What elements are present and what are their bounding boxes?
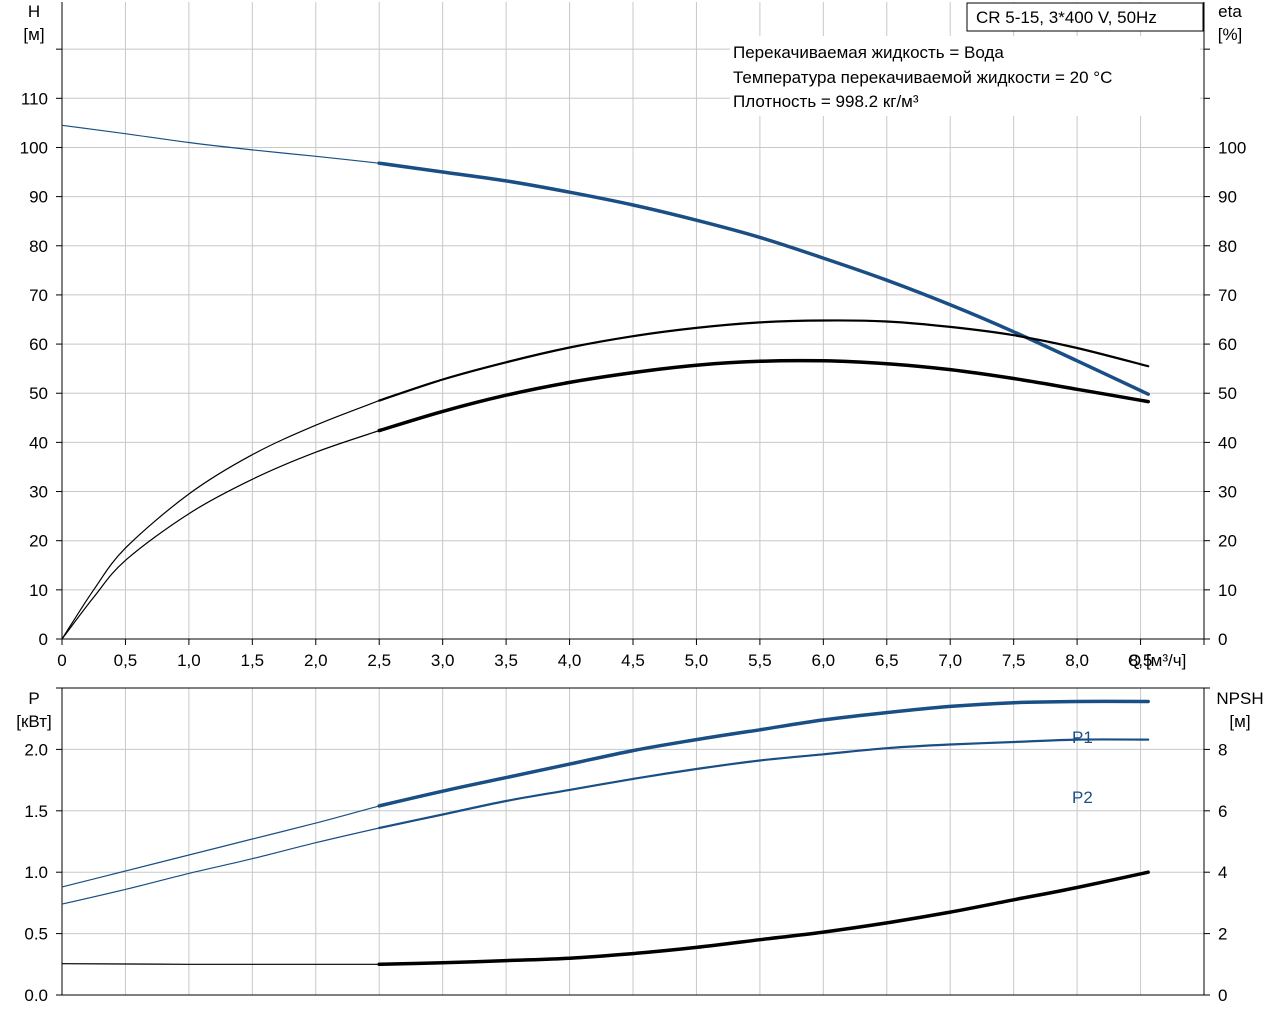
efficiency-curve-upper bbox=[378, 319, 1150, 402]
left-tick-label: 50 bbox=[29, 384, 48, 403]
bottom-chart-series bbox=[61, 699, 1150, 967]
top-right-axis-unit: [%] bbox=[1218, 25, 1243, 44]
top-right-tick-labels: 0 10 20 30 40 50 60 70 80 90 100 bbox=[1218, 138, 1246, 649]
bottom-left-axis-unit: [кВт] bbox=[16, 712, 51, 731]
series-label-p1: P1 bbox=[1072, 728, 1093, 747]
x-tick-label: 0,5 bbox=[114, 651, 138, 670]
x-tick-label: 0 bbox=[57, 651, 66, 670]
left-tick-label: 10 bbox=[29, 581, 48, 600]
x-tick-label: 8,0 bbox=[1065, 651, 1089, 670]
x-tick-label: 7,5 bbox=[1002, 651, 1026, 670]
x-tick-label: 6,0 bbox=[812, 651, 836, 670]
left-tick-label: 60 bbox=[29, 335, 48, 354]
right-tick-label: 70 bbox=[1218, 286, 1237, 305]
x-tick-label: 6,5 bbox=[875, 651, 899, 670]
temperature-label: Температура перекачиваемой жидкости = 20… bbox=[733, 68, 1112, 87]
bottom-left-tick-labels: 0.0 0.5 1.0 1.5 2.0 bbox=[24, 740, 48, 1005]
right-tick-label: 10 bbox=[1218, 581, 1237, 600]
bottom-right-tick-label: 6 bbox=[1218, 802, 1227, 821]
npsh-curve-extrapolated bbox=[61, 963, 380, 965]
x-tick-label: 4,5 bbox=[621, 651, 645, 670]
right-tick-label: 40 bbox=[1218, 433, 1237, 452]
npsh-curve bbox=[377, 870, 1150, 967]
right-tick-label: 80 bbox=[1218, 237, 1237, 256]
head-curve bbox=[377, 161, 1150, 396]
right-tick-label: 20 bbox=[1218, 532, 1237, 551]
efficiency-curve-lower-extrapolated bbox=[61, 430, 380, 640]
top-x-tick-labels: 0 0,5 1,0 1,5 2,0 2,5 3,0 3,5 4,0 4,5 5,0 5,5 6,0 6,5… bbox=[57, 651, 1152, 670]
left-tick-label: 0 bbox=[39, 630, 48, 649]
top-left-tick-labels: 0 10 20 30 40 50 60 70 80 90 100 110 bbox=[20, 89, 48, 649]
series-label-p2: P2 bbox=[1072, 788, 1093, 807]
bottom-right-axis-title: NPSH bbox=[1216, 689, 1263, 708]
x-tick-label: 1,0 bbox=[177, 651, 201, 670]
bottom-chart-axes bbox=[56, 687, 1210, 996]
power-p2-curve-extrapolated bbox=[61, 827, 380, 905]
x-tick-label: 2,5 bbox=[367, 651, 391, 670]
bottom-left-tick-label: 1.0 bbox=[24, 863, 48, 882]
x-tick-label: 7,0 bbox=[938, 651, 962, 670]
top-left-axis-title: H bbox=[28, 2, 40, 21]
fluid-label: Перекачиваемая жидкость = Вода bbox=[733, 43, 1004, 62]
model-box bbox=[966, 2, 1204, 32]
bottom-left-axis-title: P bbox=[28, 689, 39, 708]
top-chart-axes bbox=[56, 2, 1210, 645]
right-tick-label: 30 bbox=[1218, 483, 1237, 502]
x-tick-label: 4,0 bbox=[558, 651, 582, 670]
right-tick-label: 0 bbox=[1218, 630, 1227, 649]
x-tick-label: 8,5 bbox=[1129, 651, 1153, 670]
left-tick-label: 110 bbox=[21, 89, 48, 108]
bottom-left-tick-label: 1.5 bbox=[24, 802, 48, 821]
right-tick-label: 50 bbox=[1218, 384, 1237, 403]
top-chart-series bbox=[61, 124, 1150, 640]
left-tick-label: 30 bbox=[29, 483, 48, 502]
x-tick-label: 1,5 bbox=[241, 651, 265, 670]
power-p1-curve-extrapolated bbox=[61, 805, 380, 888]
x-tick-label: 3,5 bbox=[494, 651, 518, 670]
power-p2-curve bbox=[378, 738, 1150, 830]
efficiency-curve-lower bbox=[377, 358, 1150, 433]
bottom-right-tick-label: 8 bbox=[1218, 740, 1227, 759]
bottom-left-tick-label: 0.5 bbox=[24, 925, 48, 944]
bottom-right-tick-label: 4 bbox=[1218, 863, 1227, 882]
left-tick-label: 20 bbox=[29, 532, 48, 551]
left-tick-label: 80 bbox=[29, 237, 48, 256]
power-p1-curve bbox=[377, 699, 1150, 808]
x-tick-label: 3,0 bbox=[431, 651, 455, 670]
top-left-axis-unit: [м] bbox=[23, 25, 44, 44]
bottom-right-tick-label: 2 bbox=[1218, 925, 1227, 944]
bottom-left-tick-label: 2.0 bbox=[24, 740, 48, 759]
right-tick-label: 60 bbox=[1218, 335, 1237, 354]
bottom-right-axis-unit: [м] bbox=[1229, 712, 1250, 731]
density-label: Плотность = 998.2 кг/м³ bbox=[733, 92, 919, 111]
bottom-chart-grid bbox=[62, 687, 1204, 995]
x-axis-label: Q [м³/ч] bbox=[1128, 651, 1186, 670]
x-tick-label: 5,5 bbox=[748, 651, 772, 670]
left-tick-label: 90 bbox=[29, 188, 48, 207]
bottom-right-tick-labels: 0 2 4 6 8 bbox=[1218, 740, 1227, 1005]
fluid-info-panel bbox=[730, 36, 1200, 116]
bottom-left-tick-label: 0.0 bbox=[24, 986, 48, 1005]
x-tick-label: 5,0 bbox=[685, 651, 709, 670]
right-tick-label: 100 bbox=[1218, 138, 1246, 157]
left-tick-label: 40 bbox=[29, 433, 48, 452]
left-tick-label: 100 bbox=[20, 138, 48, 157]
head-curve-extrapolated bbox=[61, 124, 380, 164]
efficiency-curve-upper-extrapolated bbox=[61, 400, 380, 640]
left-tick-label: 70 bbox=[29, 286, 48, 305]
right-tick-label: 90 bbox=[1218, 188, 1237, 207]
bottom-right-tick-label: 0 bbox=[1218, 986, 1227, 1005]
x-tick-label: 2,0 bbox=[304, 651, 328, 670]
model-label: CR 5-15, 3*400 V, 50Hz bbox=[976, 8, 1157, 27]
top-right-axis-title: eta bbox=[1218, 2, 1242, 21]
